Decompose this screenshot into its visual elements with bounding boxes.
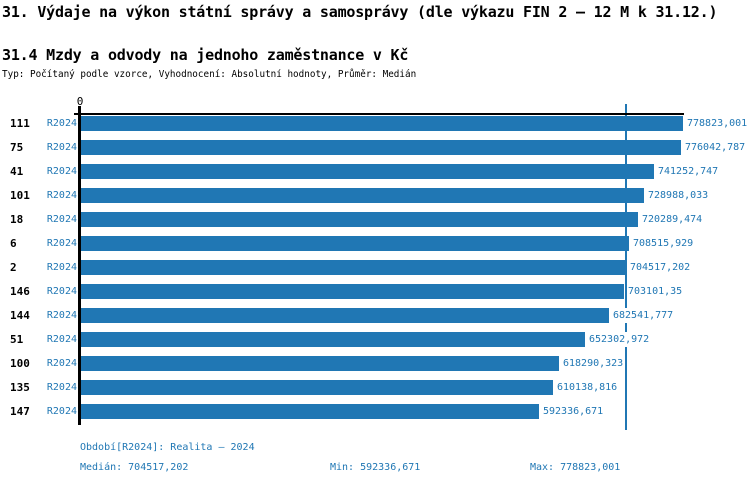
bar bbox=[81, 404, 539, 419]
row-period-label: R2024 bbox=[46, 406, 77, 417]
row-id-label: 101 bbox=[10, 189, 30, 202]
bar-value-label: 652302,972 bbox=[588, 332, 651, 347]
bar-value-label: 778823,001 bbox=[686, 116, 749, 131]
bar bbox=[81, 116, 683, 131]
row-period-label: R2024 bbox=[46, 166, 77, 177]
report-subtitle: 31.4 Mzdy a odvody na jednoho zaměstnanc… bbox=[2, 46, 409, 64]
bar bbox=[81, 236, 629, 251]
bar-value-label: 720289,474 bbox=[641, 212, 704, 227]
row-id-label: 135 bbox=[10, 381, 30, 394]
bar-value-label: 703101,35 bbox=[627, 284, 684, 299]
bar-value-label: 704517,202 bbox=[629, 260, 692, 275]
bar bbox=[81, 188, 644, 203]
bar-value-label: 776042,787 bbox=[684, 140, 747, 155]
y-axis-line bbox=[78, 106, 81, 425]
row-id-label: 6 bbox=[10, 237, 17, 250]
footer-period-label: Období[R2024]: Realita – 2024 bbox=[80, 442, 255, 453]
bar bbox=[81, 260, 626, 275]
row-id-label: 111 bbox=[10, 117, 30, 130]
bar-value-label: 610138,816 bbox=[556, 380, 619, 395]
bar bbox=[81, 212, 638, 227]
bar-value-label: 728988,033 bbox=[647, 188, 710, 203]
bar bbox=[81, 332, 585, 347]
footer-median-label: Medián: 704517,202 bbox=[80, 462, 189, 473]
row-id-label: 75 bbox=[10, 141, 24, 154]
bar-value-label: 618290,323 bbox=[562, 356, 625, 371]
row-period-label: R2024 bbox=[46, 262, 77, 273]
row-period-label: R2024 bbox=[46, 286, 77, 297]
bar-value-label: 682541,777 bbox=[612, 308, 675, 323]
bar bbox=[81, 164, 654, 179]
row-period-label: R2024 bbox=[46, 214, 77, 225]
median-line bbox=[625, 104, 627, 430]
footer-max-label: Max: 778823,001 bbox=[530, 462, 621, 473]
row-period-label: R2024 bbox=[46, 142, 77, 153]
row-id-label: 51 bbox=[10, 333, 24, 346]
row-id-label: 2 bbox=[10, 261, 17, 274]
row-period-label: R2024 bbox=[46, 382, 77, 393]
bar bbox=[81, 356, 559, 371]
row-id-label: 147 bbox=[10, 405, 30, 418]
bar bbox=[81, 380, 553, 395]
report-title: 31. Výdaje na výkon státní správy a samo… bbox=[2, 3, 718, 21]
row-id-label: 41 bbox=[10, 165, 24, 178]
report-meta-line: Typ: Počítaný podle vzorce, Vyhodnocení:… bbox=[2, 69, 417, 80]
row-period-label: R2024 bbox=[46, 118, 77, 129]
row-period-label: R2024 bbox=[46, 310, 77, 321]
row-id-label: 146 bbox=[10, 285, 30, 298]
footer-min-label: Min: 592336,671 bbox=[330, 462, 421, 473]
row-id-label: 100 bbox=[10, 357, 30, 370]
row-period-label: R2024 bbox=[46, 334, 77, 345]
row-id-label: 144 bbox=[10, 309, 30, 322]
row-period-label: R2024 bbox=[46, 358, 77, 369]
bar-value-label: 741252,747 bbox=[657, 164, 720, 179]
bar-value-label: 592336,671 bbox=[542, 404, 605, 419]
bar bbox=[81, 308, 609, 323]
bar bbox=[81, 284, 624, 299]
axis-zero-tick-label: 0 bbox=[76, 95, 84, 108]
row-period-label: R2024 bbox=[46, 238, 77, 249]
x-axis-line bbox=[74, 113, 684, 115]
row-period-label: R2024 bbox=[46, 190, 77, 201]
bar bbox=[81, 140, 681, 155]
row-id-label: 18 bbox=[10, 213, 24, 226]
bar-value-label: 708515,929 bbox=[632, 236, 695, 251]
